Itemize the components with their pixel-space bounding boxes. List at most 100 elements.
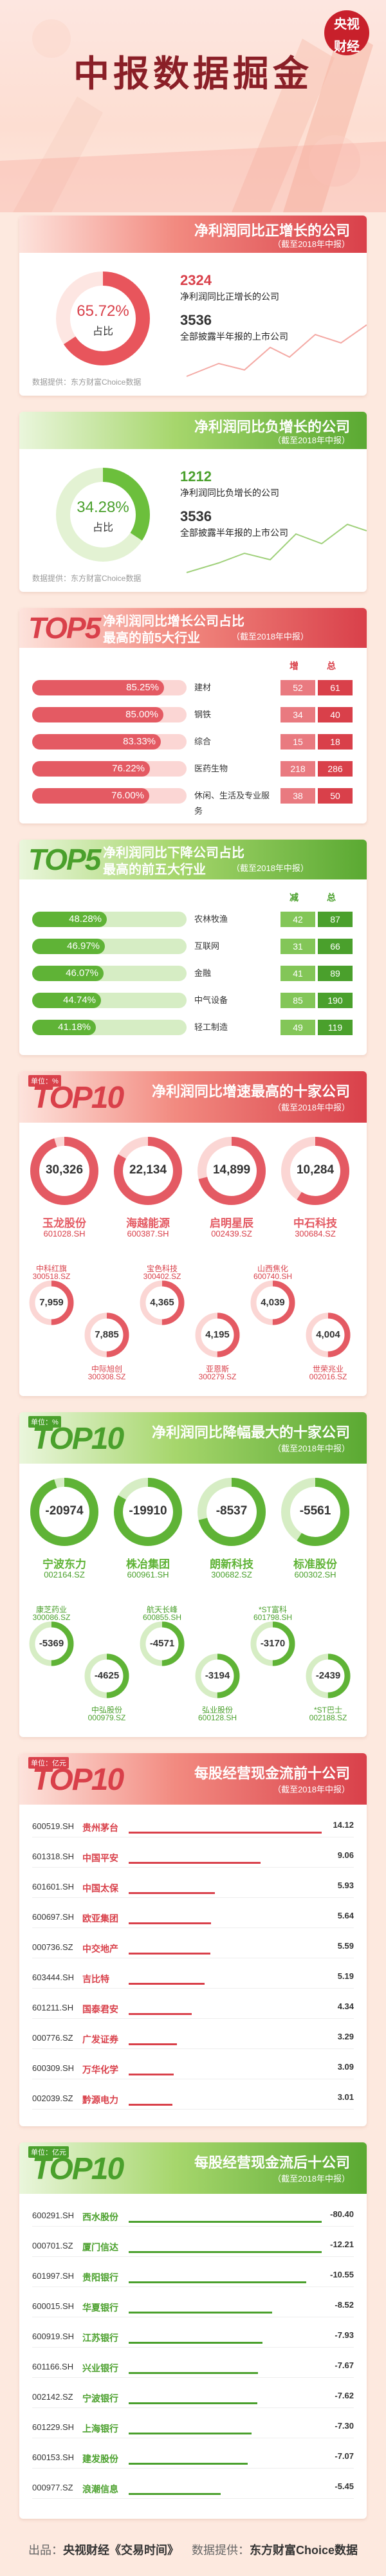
cashflow-value: 4.34 [337, 2001, 354, 2011]
company-value: -4625 [94, 1670, 120, 1681]
cashflow-value: 3.01 [337, 2092, 354, 2102]
company-code: 300402.SZ [143, 1272, 181, 1281]
cashflow-bar [129, 2402, 257, 2404]
section-ribbon: 净利润同比负增长的公司 （截至2018年中报） [19, 412, 367, 449]
percent-bar: 44.74% [32, 993, 101, 1008]
company-code: 002164.SZ [44, 1570, 85, 1579]
cashflow-bar [129, 2312, 272, 2314]
company-code: 002439.SZ [211, 1229, 252, 1238]
company-code: 300684.SZ [295, 1229, 336, 1238]
company-name: 宁波东力 [42, 1558, 86, 1570]
company-name: 标准股份 [293, 1558, 337, 1570]
industry-name: 医药生物 [194, 764, 228, 773]
section-subtitle: （截至2018年中报） [232, 863, 309, 873]
section-subtitle: （截至2018年中报） [273, 239, 350, 249]
stock-name: 吉比特 [82, 1974, 109, 1984]
negative-count: 1212 [180, 468, 212, 484]
company-code: 300086.SZ [32, 1613, 71, 1622]
top10-cashflow-card: 单位：亿元 TOP10 每股经营现金流前十公司 （截至2018年中报） 6005… [19, 1753, 367, 2126]
stock-name: 中国平安 [82, 1853, 118, 1863]
cashflow-bar [129, 2493, 221, 2495]
company-name: *ST富科 [258, 1605, 287, 1614]
company-small-ring [140, 1280, 185, 1325]
stock-code: 600309.SH [32, 2063, 75, 2073]
total-value: 66 [318, 939, 353, 954]
cashflow-bar [129, 2463, 248, 2465]
company-small-ring [306, 1312, 351, 1357]
company-code: 600855.SH [142, 1613, 182, 1622]
cashflow-row: 601166.SH 兴业银行 -7.67 [32, 2358, 354, 2378]
total-value: 87 [318, 912, 353, 927]
top5-badge: TOP5 [28, 611, 101, 645]
company-name: 弘业股份 [201, 1706, 233, 1715]
count-value: 49 [280, 1020, 315, 1035]
company-name: 航天长峰 [146, 1605, 178, 1614]
stock-name: 浪潮信息 [82, 2484, 118, 2494]
company-small-ring [250, 1621, 295, 1666]
cashflow-row: 601318.SH 中国平安 9.06 [32, 1848, 354, 1868]
company-name: 中科红旗 [35, 1264, 67, 1273]
stock-code: 601601.SH [32, 1882, 75, 1891]
industry-name: 互联网 [194, 941, 220, 951]
stock-code: 600697.SH [32, 1912, 75, 1922]
stock-name: 贵阳银行 [82, 2272, 118, 2283]
company-small-ring [84, 1312, 129, 1357]
top10-growth-companies-card: 单位：% TOP10 净利润同比增速最高的十家公司 （截至2018年中报） 30… [19, 1071, 367, 1396]
company-value: -8537 [216, 1504, 248, 1518]
cashflow-value: -8.52 [335, 2300, 354, 2310]
stock-code: 601166.SH [32, 2362, 74, 2371]
company-value: -3170 [260, 1638, 286, 1649]
company-code: 002188.SZ [309, 1713, 347, 1722]
stock-code: 002142.SZ [32, 2392, 73, 2402]
stock-code: 002039.SZ [32, 2093, 73, 2103]
cashflow-bar [129, 1862, 261, 1864]
industry-name: 休闲、生活及专业服务 [194, 791, 270, 816]
company-name: 株冶集团 [126, 1558, 170, 1570]
company-code: 000979.SZ [87, 1713, 126, 1722]
stock-code: 000776.SZ [32, 2033, 73, 2043]
negative-growth-ring [56, 468, 150, 562]
source-note: 数据提供：东方财富Choice数据 [32, 574, 142, 583]
company-small-ring [29, 1280, 74, 1325]
company-name: *ST巴士 [313, 1706, 342, 1715]
cashflow-value: 14.12 [333, 1820, 354, 1830]
company-value: 22,134 [129, 1163, 167, 1177]
cashflow-row: 002142.SZ 宁波银行 -7.62 [32, 2388, 354, 2408]
total-count: 3536 [180, 508, 212, 524]
percent-bar: 85.25% [32, 680, 164, 695]
positive-count-label: 净利润同比正增长的公司 [180, 291, 279, 302]
positive-growth-card: 净利润同比正增长的公司 （截至2018年中报） 65.72% 占比 2324 净… [19, 216, 367, 396]
company-name: 启明星辰 [210, 1217, 253, 1229]
company-code: 600302.SH [294, 1570, 336, 1579]
footer: 出品：央视财经《交易时间》 数据提供：东方财富Choice数据 [0, 2528, 386, 2576]
cctv-finance-logo: 央视 财经 [324, 10, 369, 55]
section-subtitle: （截至2018年中报） [273, 436, 350, 445]
stock-code: 600015.SH [32, 2301, 75, 2311]
cashflow-row: 600015.SH 华夏银行 -8.52 [32, 2297, 354, 2317]
stock-code: 603444.SH [32, 1973, 75, 1982]
company-name: 世荣兆业 [312, 1365, 344, 1374]
section-title-line2: 最高的前5大行业 [103, 631, 201, 645]
industry-row: 85.00% 钢铁 34 40 [32, 706, 354, 724]
count-value: 218 [280, 761, 315, 777]
data-provider-value: 东方财富Choice数据 [250, 2544, 358, 2557]
cashflow-bar [129, 1832, 322, 1834]
section-ribbon: TOP5 净利润同比下降公司占比 最高的前五大行业 （截至2018年中报） [19, 840, 367, 879]
stock-code: 600153.SH [32, 2452, 75, 2462]
company-small-ring [195, 1653, 240, 1698]
section-subtitle: （截至2018年中报） [273, 1103, 350, 1112]
stock-name: 西水股份 [82, 2212, 118, 2222]
top10-badge: TOP10 [32, 2152, 124, 2186]
top5-decline-industries-card: TOP5 净利润同比下降公司占比 最高的前五大行业 （截至2018年中报） 减 … [19, 840, 367, 1055]
company-ring [114, 1137, 182, 1205]
total-count: 3536 [180, 312, 212, 328]
company-small-ring [140, 1621, 185, 1666]
industry-name: 钢铁 [194, 710, 212, 719]
company-code: 300279.SZ [198, 1372, 237, 1381]
percent-bar: 46.97% [32, 939, 105, 954]
ring-percent: 65.72% [77, 302, 129, 320]
section-subtitle: （截至2018年中报） [273, 1785, 350, 1794]
company-code: 601798.SH [253, 1613, 293, 1622]
header: 中报数据掘金 央视 财经 [0, 0, 386, 212]
industry-name: 轻工制造 [194, 1022, 228, 1032]
